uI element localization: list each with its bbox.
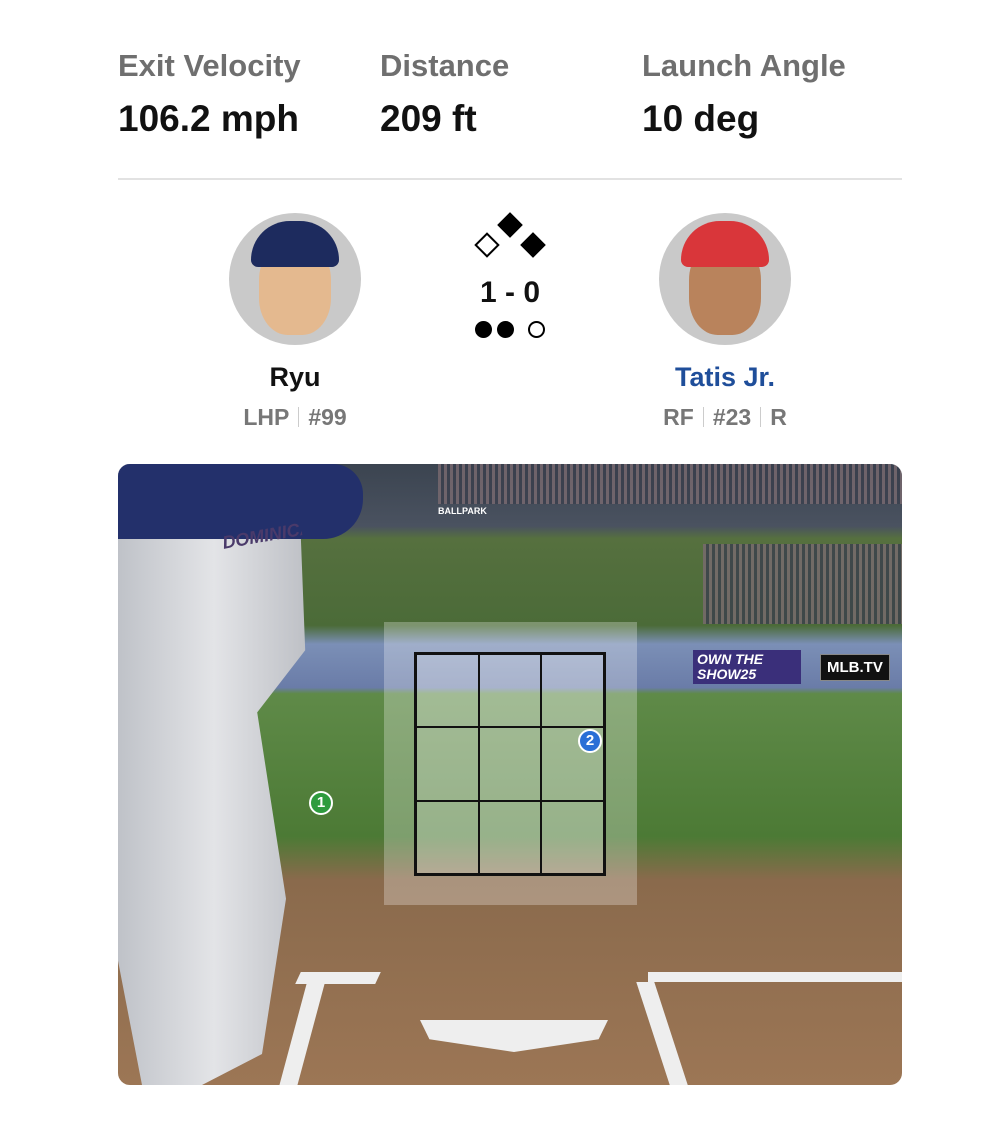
pitcher-cap: [251, 221, 339, 267]
ball-strike-count: 1 - 0: [479, 276, 541, 309]
batter-name[interactable]: Tatis Jr.: [674, 362, 776, 392]
stat-distance: Distance 209 ft: [380, 48, 509, 140]
pitcher-meta: LHP #99: [175, 404, 415, 431]
mlbtv-ad: MLB.TV: [820, 654, 890, 681]
zone-cell: [478, 727, 542, 801]
zone-cell: [416, 727, 479, 801]
batter-position: RF: [663, 404, 694, 430]
zone-backdrop: [384, 622, 637, 905]
stat-label: Distance: [380, 48, 510, 83]
stat-label: Exit Velocity: [118, 48, 301, 83]
zone-cell: [541, 727, 604, 801]
stands: [438, 464, 902, 504]
batter-number: #23: [712, 404, 752, 430]
pitcher-avatar[interactable]: [229, 213, 361, 345]
pitch-marker-1[interactable]: 1: [309, 791, 333, 815]
zone-cell: [478, 654, 542, 728]
out-empty-icon: [528, 321, 545, 338]
zone-cell: [416, 654, 479, 728]
stat-value: 106.2 mph: [118, 98, 299, 139]
show25-ad: OWN THE SHOW25: [693, 650, 801, 684]
ballpark-ad: BALLPARK: [438, 506, 487, 516]
stat-exit-velocity: Exit Velocity 106.2 mph: [118, 48, 301, 140]
batter-arm: [118, 464, 363, 539]
third-base-icon: [474, 232, 500, 258]
divider: [118, 178, 902, 180]
batter-meta: RF #23 R: [605, 404, 845, 431]
stands-right: [703, 544, 902, 624]
stat-launch-angle: Launch Angle 10 deg: [642, 48, 846, 140]
stat-value: 209 ft: [380, 98, 477, 139]
stat-value: 10 deg: [642, 98, 760, 139]
batter-bats: R: [770, 404, 787, 430]
second-base-icon: [497, 212, 523, 238]
zone-cell: [541, 654, 604, 728]
pitch-location-scene: BALLPARK OWN THE SHOW25 MLB.TV DOMINICAN…: [118, 464, 902, 1085]
out-filled-icon: [497, 321, 514, 338]
home-plate: [420, 1020, 608, 1052]
batter-avatar[interactable]: [659, 213, 791, 345]
pitcher-number: #99: [308, 404, 347, 430]
zone-cell: [541, 800, 604, 874]
first-base-icon: [520, 232, 546, 258]
pitcher-position: LHP: [243, 404, 290, 430]
batter-cap: [681, 221, 769, 267]
out-filled-icon: [475, 321, 492, 338]
pitcher-name[interactable]: Ryu: [269, 362, 321, 392]
stat-label: Launch Angle: [642, 48, 846, 83]
strike-zone-grid: [414, 652, 606, 876]
zone-cell: [416, 800, 479, 874]
zone-cell: [478, 800, 542, 874]
pitch-marker-2[interactable]: 2: [578, 729, 602, 753]
